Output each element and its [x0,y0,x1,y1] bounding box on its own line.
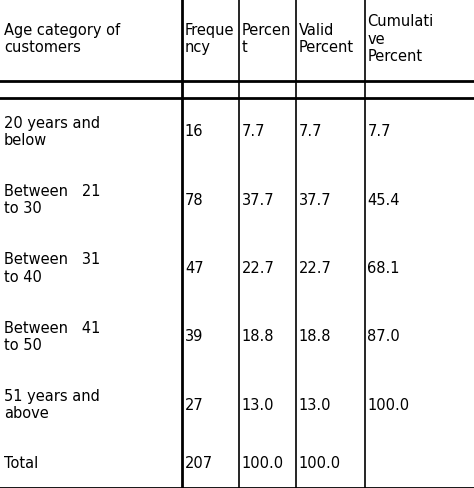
Text: 47: 47 [185,261,203,276]
Text: Percen
t: Percen t [242,23,291,55]
Text: 18.8: 18.8 [242,329,274,344]
Text: 7.7: 7.7 [367,124,391,139]
Text: 37.7: 37.7 [299,193,331,207]
Text: 13.0: 13.0 [242,398,274,412]
Text: 78: 78 [185,193,203,207]
Text: Between   21
to 30: Between 21 to 30 [4,184,100,216]
Text: Age category of
customers: Age category of customers [4,23,120,55]
Text: 7.7: 7.7 [242,124,265,139]
Text: 100.0: 100.0 [299,456,341,471]
Text: Total: Total [4,456,38,471]
Text: 207: 207 [185,456,213,471]
Text: 13.0: 13.0 [299,398,331,412]
Text: 16: 16 [185,124,203,139]
Text: 37.7: 37.7 [242,193,274,207]
Text: 51 years and
above: 51 years and above [4,389,100,421]
Text: 27: 27 [185,398,204,412]
Text: 22.7: 22.7 [299,261,331,276]
Text: Freque
ncy: Freque ncy [185,23,234,55]
Text: Between   31
to 40: Between 31 to 40 [4,252,100,285]
Text: Valid
Percent: Valid Percent [299,23,354,55]
Text: 45.4: 45.4 [367,193,400,207]
Text: 100.0: 100.0 [367,398,410,412]
Text: 87.0: 87.0 [367,329,400,344]
Text: 39: 39 [185,329,203,344]
Text: 18.8: 18.8 [299,329,331,344]
Text: 100.0: 100.0 [242,456,284,471]
Text: 22.7: 22.7 [242,261,274,276]
Text: Cumulati
ve
Percent: Cumulati ve Percent [367,14,434,64]
Text: Between   41
to 50: Between 41 to 50 [4,321,100,353]
Text: 7.7: 7.7 [299,124,322,139]
Text: 68.1: 68.1 [367,261,400,276]
Text: 20 years and
below: 20 years and below [4,116,100,148]
